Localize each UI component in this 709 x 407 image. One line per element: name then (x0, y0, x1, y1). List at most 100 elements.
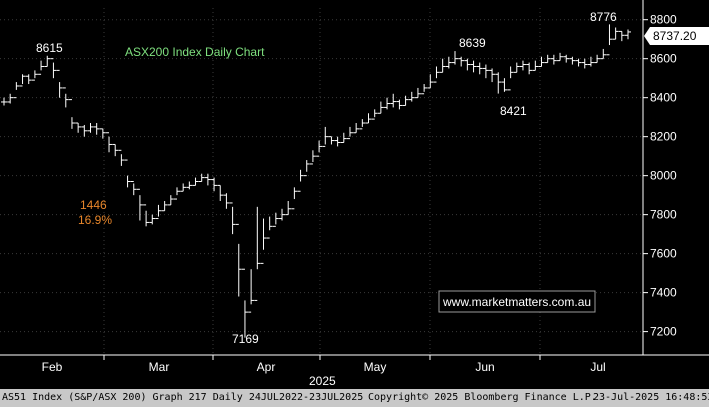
price-bar (235, 223, 242, 297)
price-bar (173, 187, 180, 200)
price-bar (513, 62, 520, 73)
price-bar (482, 64, 489, 79)
price-bar (180, 183, 187, 192)
price-bar (31, 70, 38, 81)
price-bar (587, 56, 594, 67)
price-bar (272, 212, 279, 227)
y-tick-label: 7600 (650, 247, 677, 261)
price-bar (334, 136, 341, 147)
price-bar (470, 60, 477, 73)
price-bar (445, 56, 452, 69)
price-bar (217, 184, 224, 201)
price-bar (384, 97, 391, 110)
price-bar (248, 269, 255, 313)
y-tick-label: 8400 (650, 91, 677, 105)
axis-layer: 7200 7400 7600 7800 8000 8200 8400 8600 8800 Feb M… (0, 0, 709, 374)
watermark-border (438, 290, 596, 313)
x-tick-label: May (364, 360, 387, 374)
price-bar (346, 126, 353, 140)
watermark-text: www.marketmatters.com.au (442, 295, 591, 309)
price-bar (13, 82, 20, 99)
price-bar (167, 195, 174, 206)
price-bar (254, 206, 261, 301)
y-tick-label: 8600 (650, 52, 677, 66)
price-bar (365, 113, 372, 124)
price-bar (526, 62, 533, 75)
price-bar (75, 122, 82, 133)
price-bar (538, 56, 545, 67)
price-bar (340, 132, 347, 144)
price-bar (260, 218, 267, 264)
price-bar (309, 150, 316, 165)
price-bar (136, 188, 143, 221)
price-bar (266, 216, 273, 239)
price-bar (371, 109, 378, 120)
price-chart: 7200 7400 7600 7800 8000 8200 8400 8600 8800 Feb M… (0, 0, 709, 389)
price-bar (501, 78, 508, 92)
annotation-low-apr: 7169 (232, 332, 259, 346)
price-bar (390, 93, 397, 108)
price-bar (594, 54, 601, 64)
price-bar (618, 30, 625, 42)
annotation-high-feb: 8615 (36, 41, 63, 55)
price-bar (285, 200, 292, 216)
last-price-tag-shape (644, 27, 709, 45)
price-bar (316, 140, 323, 157)
price-bar (186, 181, 193, 190)
x-tick-label: Mar (149, 360, 170, 374)
price-bar (427, 74, 434, 89)
price-bar (118, 149, 125, 166)
price-bar (19, 74, 26, 87)
price-bar (414, 87, 421, 99)
price-bar (143, 204, 150, 227)
price-bar (192, 177, 199, 186)
price-bar (56, 69, 63, 98)
price-bar (198, 173, 205, 182)
price-bar (68, 99, 75, 129)
price-bar (557, 52, 564, 62)
x-tick-label: Apr (257, 360, 276, 374)
price-bar (359, 119, 366, 130)
price-bar (1, 97, 7, 106)
price-bar (291, 187, 298, 210)
price-bar (408, 91, 415, 102)
price-bar (303, 160, 310, 177)
price-bar (204, 173, 211, 186)
last-price-tag: 8737.20 (644, 27, 709, 45)
footer-bar: AS51 Index (S&P/ASX 200) Graph 217 Daily… (0, 389, 709, 407)
price-bar (495, 72, 502, 94)
price-bar (550, 54, 557, 65)
price-bar (476, 62, 483, 75)
price-bar (581, 58, 588, 69)
price-bar (223, 193, 230, 209)
price-bar (452, 51, 459, 65)
price-bar (439, 58, 446, 73)
price-bar (421, 84, 428, 95)
price-bar (625, 29, 631, 40)
price-bars (1, 24, 631, 338)
y-tick-label: 8200 (650, 130, 677, 144)
watermark-box: www.marketmatters.com.au (438, 290, 596, 313)
price-bar (322, 126, 329, 147)
price-bar (50, 58, 57, 79)
annotation-high-may: 8639 (459, 36, 486, 50)
price-bar (130, 181, 137, 196)
x-year-label: 2025 (309, 374, 336, 388)
price-bar (489, 68, 496, 83)
chart-title: ASX200 Index Daily Chart (125, 45, 265, 59)
price-bar (297, 169, 304, 192)
price-bar (149, 214, 156, 225)
price-bar (600, 48, 607, 60)
price-bar (241, 268, 248, 338)
price-bar (155, 204, 162, 220)
x-tick-label: Feb (42, 360, 63, 374)
footer-timestamp: 23-Jul-2025 16:48:53 (593, 392, 709, 403)
price-bar (99, 128, 106, 139)
price-bar (87, 123, 94, 133)
price-bar (532, 60, 539, 71)
x-tick-label: Jul (590, 360, 605, 374)
price-bar (519, 60, 526, 71)
annotation-drop-points: 1446 (80, 198, 107, 212)
y-tick-label: 8800 (650, 13, 677, 27)
price-bar (229, 202, 236, 235)
